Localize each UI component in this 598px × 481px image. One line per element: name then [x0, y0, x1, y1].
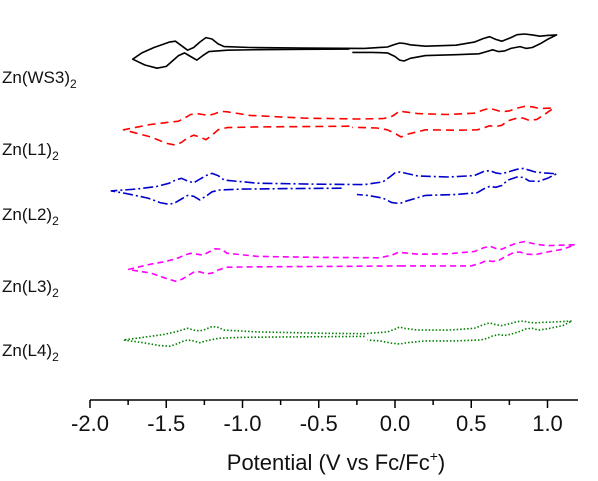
series-label-main: Zn(L1): [2, 140, 52, 159]
x-tick-label: 0.0: [380, 411, 411, 436]
x-tick-label: -0.5: [300, 411, 338, 436]
series-label-4: Zn(L3)2: [2, 277, 59, 300]
x-tick-label: -2.0: [71, 411, 109, 436]
series-label-subscript: 2: [52, 149, 59, 163]
x-axis-ticks: [89, 400, 549, 408]
series-label-main: Zn(L4): [2, 341, 52, 360]
series-label-main: Zn(WS3): [2, 68, 70, 87]
series-label-main: Zn(L3): [2, 277, 52, 296]
series-label-5: Zn(L4)2: [2, 341, 59, 364]
series-label-2: Zn(L1)2: [2, 140, 59, 163]
series-label-subscript: 2: [52, 350, 59, 364]
x-axis-title-end: ): [438, 450, 445, 475]
x-tick-label: 0.5: [456, 411, 487, 436]
series-label-subscript: 2: [52, 286, 59, 300]
series-label-subscript: 2: [52, 214, 59, 228]
curves-layer: [110, 33, 576, 348]
series-curve-2: [122, 105, 555, 146]
series-curve-5: [122, 320, 573, 348]
x-tick-label: -1.5: [147, 411, 185, 436]
series-label-1: Zn(WS3)2: [2, 68, 77, 91]
x-axis-title: Potential (V vs Fc/Fc+): [227, 448, 445, 475]
x-axis-title-superscript: +: [430, 448, 438, 464]
series-labels-layer: Zn(WS3)2Zn(L1)2Zn(L2)2Zn(L3)2Zn(L4)2: [2, 68, 77, 364]
x-tick-label: -1.0: [224, 411, 262, 436]
series-curve-3: [110, 167, 558, 206]
x-axis: -2.0 -1.5 -1.0 -0.5 0.0 0.5 1.0: [71, 399, 578, 436]
x-axis-tick-labels: -2.0 -1.5 -1.0 -0.5 0.0 0.5 1.0: [71, 411, 563, 436]
series-label-subscript: 2: [70, 77, 77, 91]
series-curve-1: [131, 33, 558, 69]
series-label-main: Zn(L2): [2, 205, 52, 224]
x-axis-title-main: Potential (V vs Fc/Fc: [227, 450, 430, 475]
series-curve-4: [127, 240, 576, 282]
x-tick-label: 1.0: [532, 411, 563, 436]
series-label-3: Zn(L2)2: [2, 205, 59, 228]
